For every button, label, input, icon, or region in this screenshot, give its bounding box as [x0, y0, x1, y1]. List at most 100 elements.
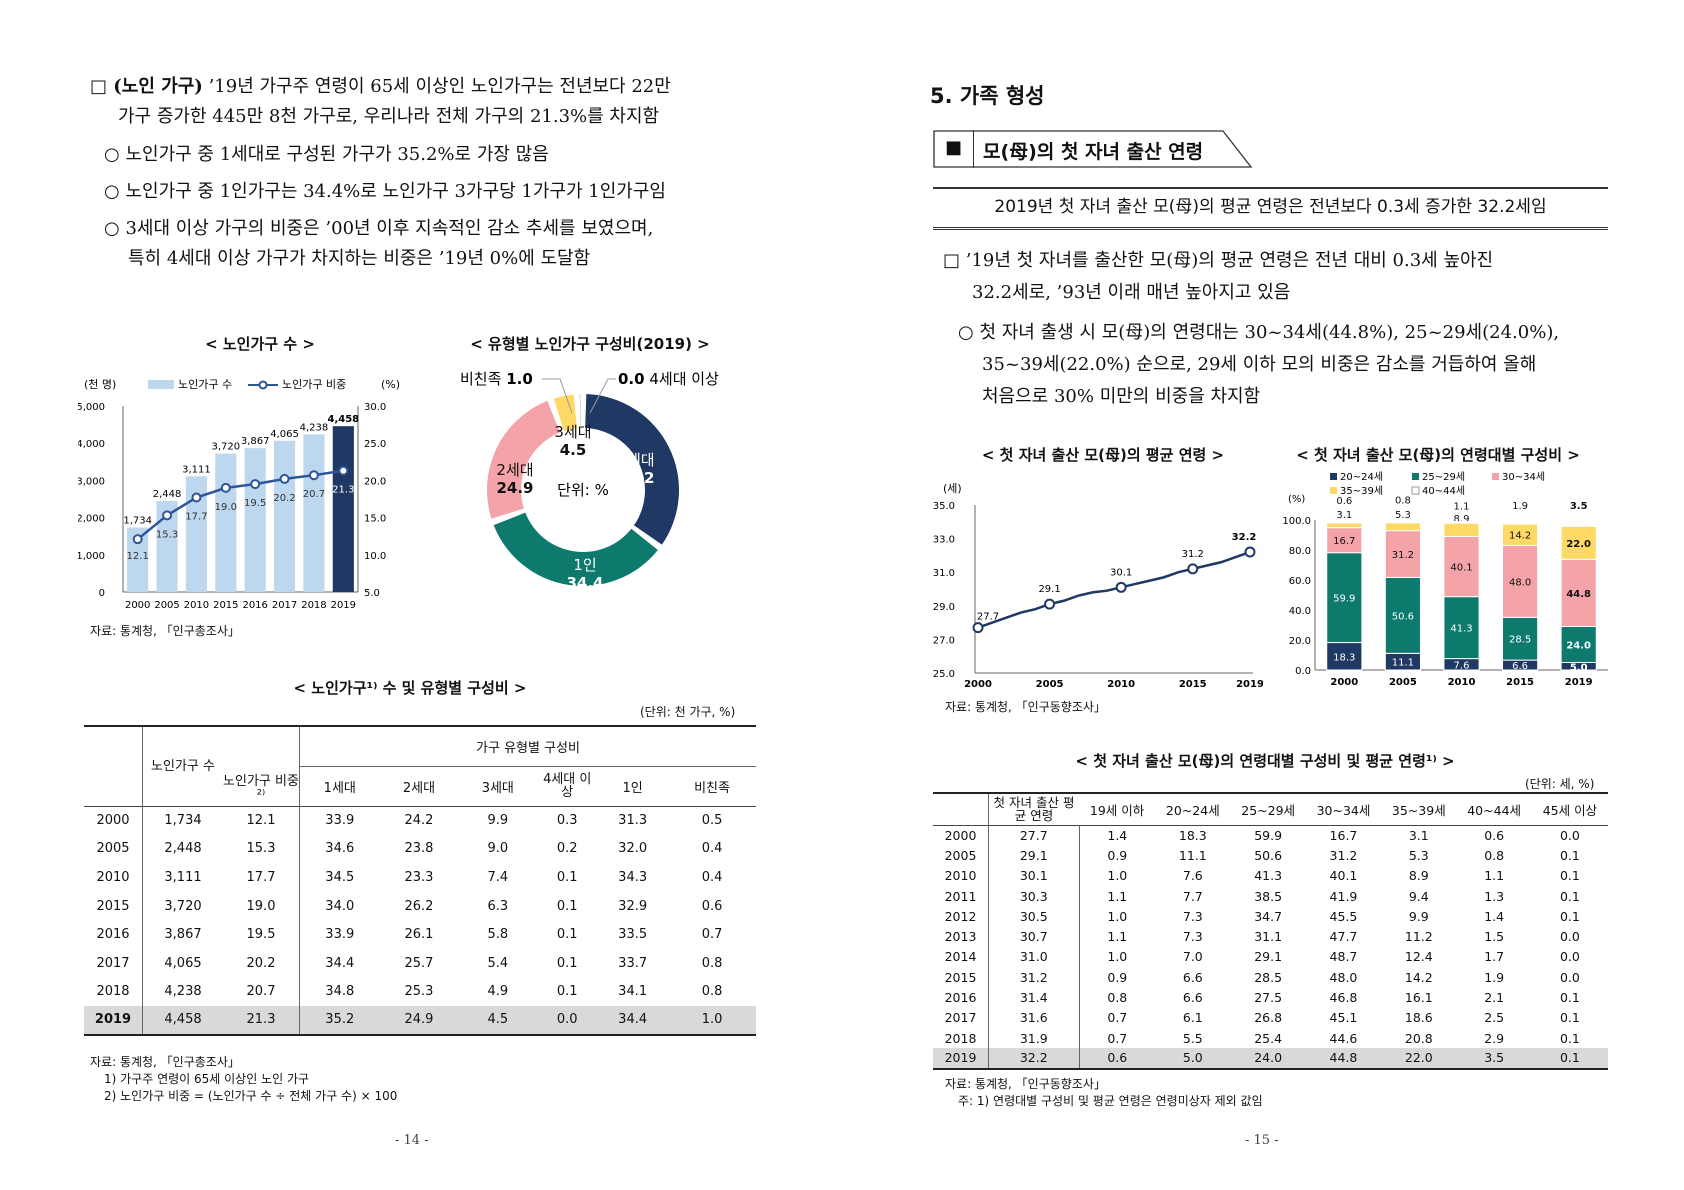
x-tick-label: 2005 — [154, 600, 179, 611]
table-cell: 2017 — [933, 1007, 989, 1028]
table-cell: 0.1 — [1559, 1050, 1580, 1066]
table-cell: 0.0 — [1559, 969, 1580, 985]
y2-tick-label: 15.0 — [364, 514, 386, 525]
table-cell: 0.9 — [1107, 847, 1128, 863]
right-bullet-1-l3: 처음으로 30% 미만의 비중을 차지함 — [982, 386, 1261, 407]
slice-value-3세대: 4.5 — [560, 441, 587, 459]
seg-2000-35~39세 — [1326, 522, 1363, 529]
y-tick-label: 25.0 — [933, 669, 955, 680]
table-cell: 2,448 — [164, 841, 202, 857]
x-tick-label: 2015 — [213, 600, 238, 611]
left-para1-line1: □ (노인 가구) ’19년 가구주 연령이 65세 이상인 노인가구는 전년보… — [90, 76, 671, 97]
x-tick-label: 2000 — [964, 679, 992, 690]
seg-2015-30~34세 — [1502, 544, 1539, 618]
table-cell: 2005 — [933, 845, 989, 866]
bar-label-2018: 4,238 — [300, 422, 329, 433]
table-cell: 4.5 — [487, 1012, 509, 1028]
table-cell: 41.3 — [1254, 868, 1283, 884]
table-cell: 32.2 — [988, 1048, 1080, 1069]
th-age-30-34: 30~34세 — [1316, 802, 1371, 818]
x-tick-label: 2015 — [1506, 677, 1534, 688]
y-tick-label: 3,000 — [78, 476, 105, 487]
table-cell: 20.7 — [223, 977, 300, 1007]
seg-label-2015-20~24세: 6.6 — [1512, 661, 1528, 672]
table-cell: 0.8 — [1107, 990, 1128, 1006]
bar-2018 — [303, 434, 325, 592]
table-cell: 17.7 — [223, 863, 300, 892]
table-cell: 2015 — [933, 967, 989, 988]
table-cell: 2011 — [933, 885, 989, 907]
table-cell: 2010 — [933, 865, 989, 886]
table-cell: 45.5 — [1329, 908, 1358, 924]
slice-value-2세대: 24.9 — [496, 479, 533, 497]
table-cell: 3.5 — [1484, 1050, 1505, 1066]
table-cell: 34.4 — [325, 955, 355, 971]
ratio-label-2019: 21.3 — [332, 485, 354, 496]
table-cell: 3.1 — [1408, 827, 1429, 843]
table-cell: 2000 — [933, 825, 989, 846]
table-cell: 28.5 — [1254, 969, 1283, 985]
table-cell: 0.7 — [1107, 1030, 1128, 1046]
table-cell: 19.0 — [223, 891, 300, 921]
table-cell: 31.2 — [988, 967, 1080, 988]
table-cell: 0.8 — [701, 955, 723, 971]
table-cell: 34.3 — [618, 869, 648, 885]
legend-swatch-30~34세 — [1492, 473, 1499, 480]
table-cell: 12.1 — [223, 806, 300, 835]
table-cell: 9.9 — [1408, 908, 1429, 924]
legend-swatch-40~44세 — [1411, 486, 1420, 495]
seg-2015-25~29세 — [1502, 616, 1539, 661]
seg-2000-20~24세 — [1326, 642, 1363, 671]
table-cell: 31.0 — [988, 946, 1080, 968]
table-cell: 2018 — [84, 977, 143, 1007]
chart-mean-age: (세) 25.0 27.0 29.0 31.0 33.0 35.0 27.7 2000 29.1… — [933, 482, 1263, 690]
left-para1-line2: 가구 증가한 445만 8천 가구로, 우리나라 전체 가구의 21.3%를 차… — [118, 106, 660, 127]
right-chart-source: 자료: 통계청, 「인구동향조사」 — [945, 700, 1106, 714]
mean-age-label-2005: 29.1 — [1038, 584, 1060, 595]
y2-tick-label: 5.0 — [364, 588, 380, 599]
table-cell: 1.0 — [701, 1012, 723, 1028]
y-tick-label: 1,000 — [78, 551, 105, 562]
table-cell: 0.1 — [1559, 908, 1580, 924]
table-cell: 34.0 — [325, 898, 355, 914]
table-cell: 26.2 — [404, 898, 434, 914]
legend-line-label: 노인가구 비중 — [282, 378, 346, 391]
y2-tick-label: 10.0 — [364, 551, 386, 562]
chart-elderly-households-title: < 노인가구 수 > — [205, 335, 315, 353]
table-cell: 34.8 — [325, 984, 355, 1000]
table-cell: 59.9 — [1254, 827, 1283, 843]
table-cell: 0.1 — [556, 869, 578, 885]
left-bullet-2: ○ 노인가구 중 1인가구는 34.4%로 노인가구 3가구당 1가구가 1인가… — [104, 181, 666, 202]
th-single: 1인 — [622, 780, 643, 796]
summary-text: 2019년 첫 자녀 출산 모(母)의 평균 연령은 전년보다 0.3세 증가한… — [994, 197, 1547, 217]
table-cell: 1.0 — [1107, 949, 1128, 965]
table-cell: 34.4 — [618, 1012, 648, 1028]
th-age-45: 45세 이상 — [1542, 802, 1598, 818]
donut-slice-3세대 — [553, 394, 577, 431]
seg-2019-25~29세 — [1560, 626, 1597, 663]
left-page-number: - 14 - — [395, 1133, 429, 1148]
table-cell: 5.5 — [1182, 1030, 1203, 1046]
ratio-point-2017 — [279, 473, 290, 484]
seg-label-2019-30~34세: 44.8 — [1566, 589, 1591, 600]
th-4gen: 4세대 이상 — [543, 772, 592, 800]
legend-label-35~39세: 35~39세 — [1340, 485, 1383, 497]
y-tick-label: 60.0 — [1289, 576, 1311, 587]
table-cell: 45.1 — [1329, 1010, 1358, 1026]
table-cell: 2016 — [933, 987, 989, 1008]
legend-label-40~44세: 40~44세 — [1422, 485, 1465, 497]
topic-box-mark: ■ — [945, 137, 963, 158]
mean-age-label-2010: 30.1 — [1110, 567, 1132, 578]
ratio-label-2018: 20.7 — [303, 489, 325, 500]
topic-box-title: 모(母)의 첫 자녀 출산 연령 — [983, 141, 1204, 163]
table-cell: 1.0 — [1107, 908, 1128, 924]
table-row: 2014 31.0 1.0 7.0 29.1 48.7 12.4 1.7 0.0 — [933, 946, 1608, 968]
table-cell: 25.7 — [404, 955, 434, 971]
legend-label-25~29세: 25~29세 — [1422, 471, 1465, 483]
legend-swatch-25~29세 — [1412, 473, 1419, 480]
mean-age-label-2015: 31.2 — [1182, 549, 1204, 560]
table-cell: 4,458 — [164, 1012, 202, 1028]
table-cell: 3,720 — [164, 898, 202, 914]
table-cell: 2016 — [84, 920, 143, 949]
mean-age-label-2000: 27.7 — [977, 612, 999, 623]
